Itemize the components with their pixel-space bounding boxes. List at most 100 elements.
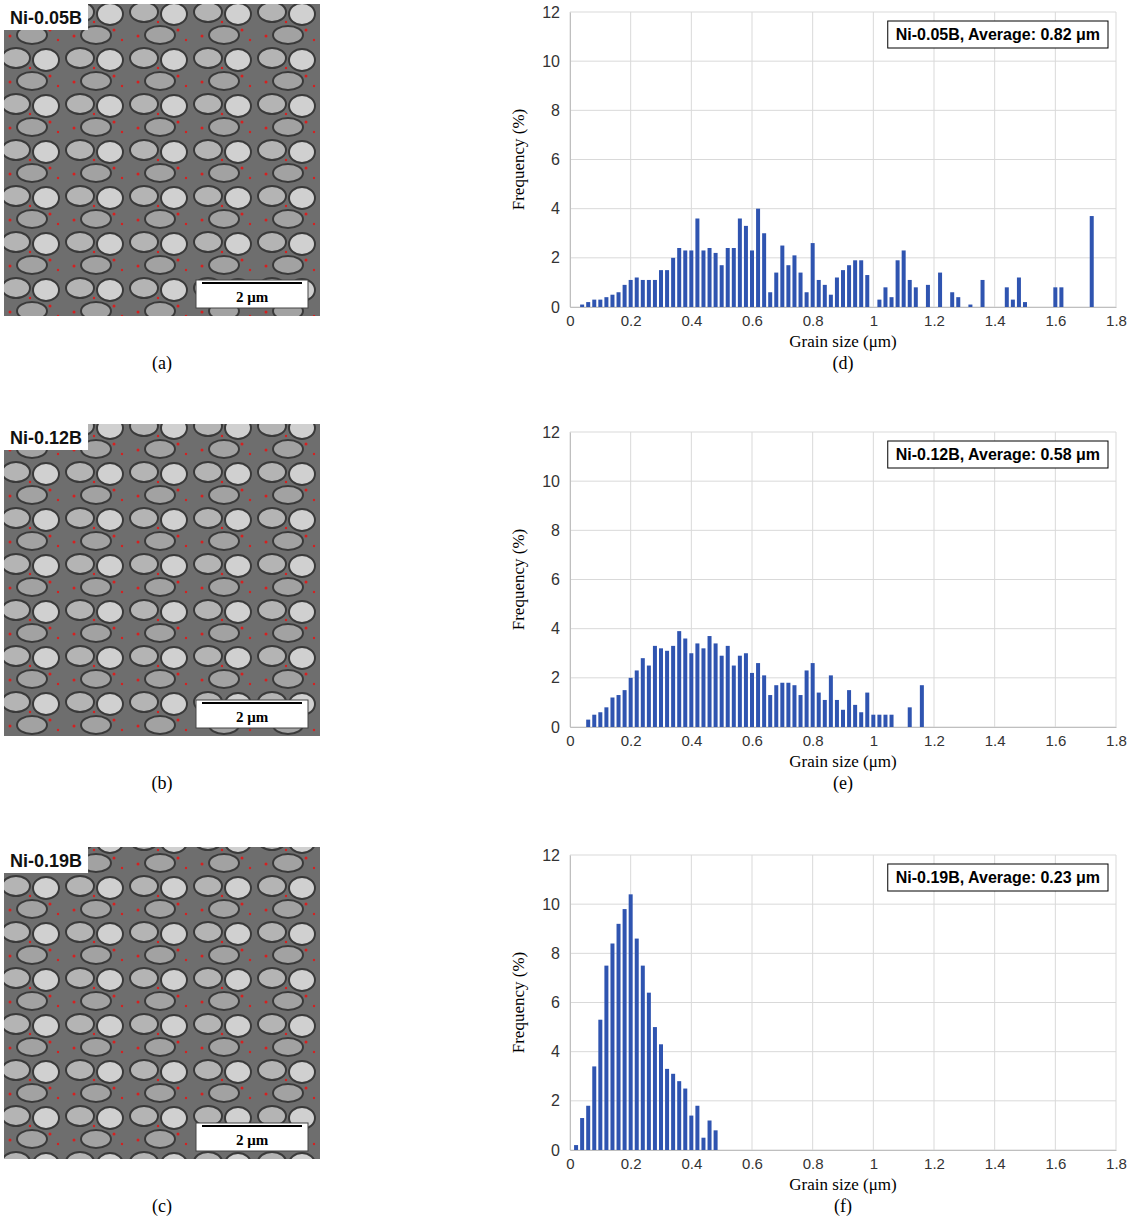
bar <box>799 695 803 727</box>
bar <box>708 636 712 727</box>
bar <box>695 1106 699 1150</box>
bar <box>1005 287 1009 307</box>
grid-line-y <box>570 432 1116 433</box>
scale-bar-label: 2 μm <box>236 1132 269 1148</box>
bars <box>586 631 924 727</box>
bar <box>792 685 796 727</box>
x-tick-label: 1.2 <box>924 1155 945 1172</box>
annotation-box <box>888 21 1108 48</box>
bar <box>738 656 742 727</box>
x-tick: 0.2 <box>621 307 642 329</box>
x-tick-label: 0.8 <box>803 1155 824 1172</box>
bar <box>756 209 760 307</box>
bar <box>720 265 724 307</box>
bar <box>859 260 863 307</box>
x-tick-label: 1 <box>870 732 878 749</box>
sample-label-box <box>4 4 88 30</box>
y-tick-label: 4 <box>551 620 560 637</box>
annotation-text: Ni-0.05B, Average: 0.82 μm <box>896 26 1100 43</box>
bar <box>926 285 930 307</box>
x-tick-label: 0.8 <box>803 312 824 329</box>
sample-label-box <box>4 847 88 873</box>
y-tick: 8 <box>551 102 570 119</box>
grid-line-y <box>570 1150 1116 1151</box>
bar <box>1011 300 1015 307</box>
x-tick-label: 1.4 <box>985 1155 1006 1172</box>
bar <box>659 1044 663 1150</box>
bar <box>835 700 839 727</box>
y-axis-line <box>570 856 571 1151</box>
y-tick: 10 <box>542 473 570 490</box>
bar <box>811 243 815 307</box>
bar <box>847 265 851 307</box>
bar <box>914 287 918 307</box>
grid-line-y <box>570 677 1116 678</box>
micrograph-panel: Ni-0.19B2 μm(c) <box>4 847 320 1217</box>
grid-line-x <box>570 855 571 1150</box>
bar <box>774 685 778 727</box>
bar <box>762 233 766 307</box>
grid-line-y <box>570 12 1116 13</box>
bar <box>847 690 851 727</box>
micrograph <box>4 4 320 316</box>
grid-line-y <box>570 953 1116 954</box>
x-tick: 0.2 <box>621 727 642 749</box>
bar <box>659 270 663 307</box>
bar <box>920 685 924 727</box>
bar <box>968 305 972 307</box>
figure: Ni-0.05B2 μm(a)Ni-0.12B2 μm(b)Ni-0.19B2 … <box>0 0 1136 1222</box>
x-tick: 1.8 <box>1106 727 1127 749</box>
y-tick: 6 <box>551 571 570 588</box>
y-tick: 2 <box>551 669 570 686</box>
bar <box>786 265 790 307</box>
micrograph-panel: Ni-0.05B2 μm(a) <box>4 4 320 374</box>
y-axis: 024681012 <box>542 4 570 316</box>
x-tick-label: 1.6 <box>1045 732 1066 749</box>
bar <box>708 1121 712 1151</box>
annotation: Ni-0.12B, Average: 0.58 μm <box>888 441 1108 468</box>
y-tick-label: 8 <box>551 522 560 539</box>
bar <box>780 683 784 727</box>
bar <box>665 1069 669 1150</box>
x-tick-label: 0.4 <box>681 1155 702 1172</box>
bar <box>635 278 639 308</box>
grid-line-x <box>570 12 571 307</box>
bar <box>890 715 894 727</box>
y-tick: 10 <box>542 896 570 913</box>
y-tick: 4 <box>551 200 570 217</box>
x-axis: 00.20.40.60.811.21.41.61.8 <box>566 1150 1127 1172</box>
bar <box>701 250 705 307</box>
x-tick-label: 0.6 <box>742 1155 763 1172</box>
bar <box>829 295 833 307</box>
sample-label: Ni-0.19B <box>10 851 82 871</box>
x-tick: 0.4 <box>681 1150 702 1172</box>
x-tick-label: 0 <box>566 732 574 749</box>
bar <box>623 909 627 1150</box>
y-tick-label: 6 <box>551 151 560 168</box>
y-tick: 12 <box>542 424 570 441</box>
bar <box>744 226 748 307</box>
x-tick: 1 <box>870 1150 878 1172</box>
bar <box>604 707 608 727</box>
bar <box>883 715 887 727</box>
bar <box>671 646 675 727</box>
y-tick-label: 0 <box>551 1142 560 1159</box>
bar <box>732 248 736 307</box>
grid-line-y <box>570 855 1116 856</box>
grid <box>570 12 1116 307</box>
sample-label: Ni-0.05B <box>10 8 82 28</box>
x-tick-label: 1 <box>870 1155 878 1172</box>
bar <box>653 646 657 727</box>
bar <box>671 258 675 307</box>
scale-bar <box>202 702 302 704</box>
x-tick-label: 0.4 <box>681 732 702 749</box>
bar <box>689 653 693 727</box>
bar <box>817 280 821 307</box>
bar <box>956 297 960 307</box>
bar <box>701 648 705 727</box>
bar <box>683 639 687 728</box>
scale-bar-box <box>196 700 308 728</box>
bar <box>598 300 602 307</box>
bar <box>774 273 778 307</box>
x-tick-label: 1 <box>870 312 878 329</box>
